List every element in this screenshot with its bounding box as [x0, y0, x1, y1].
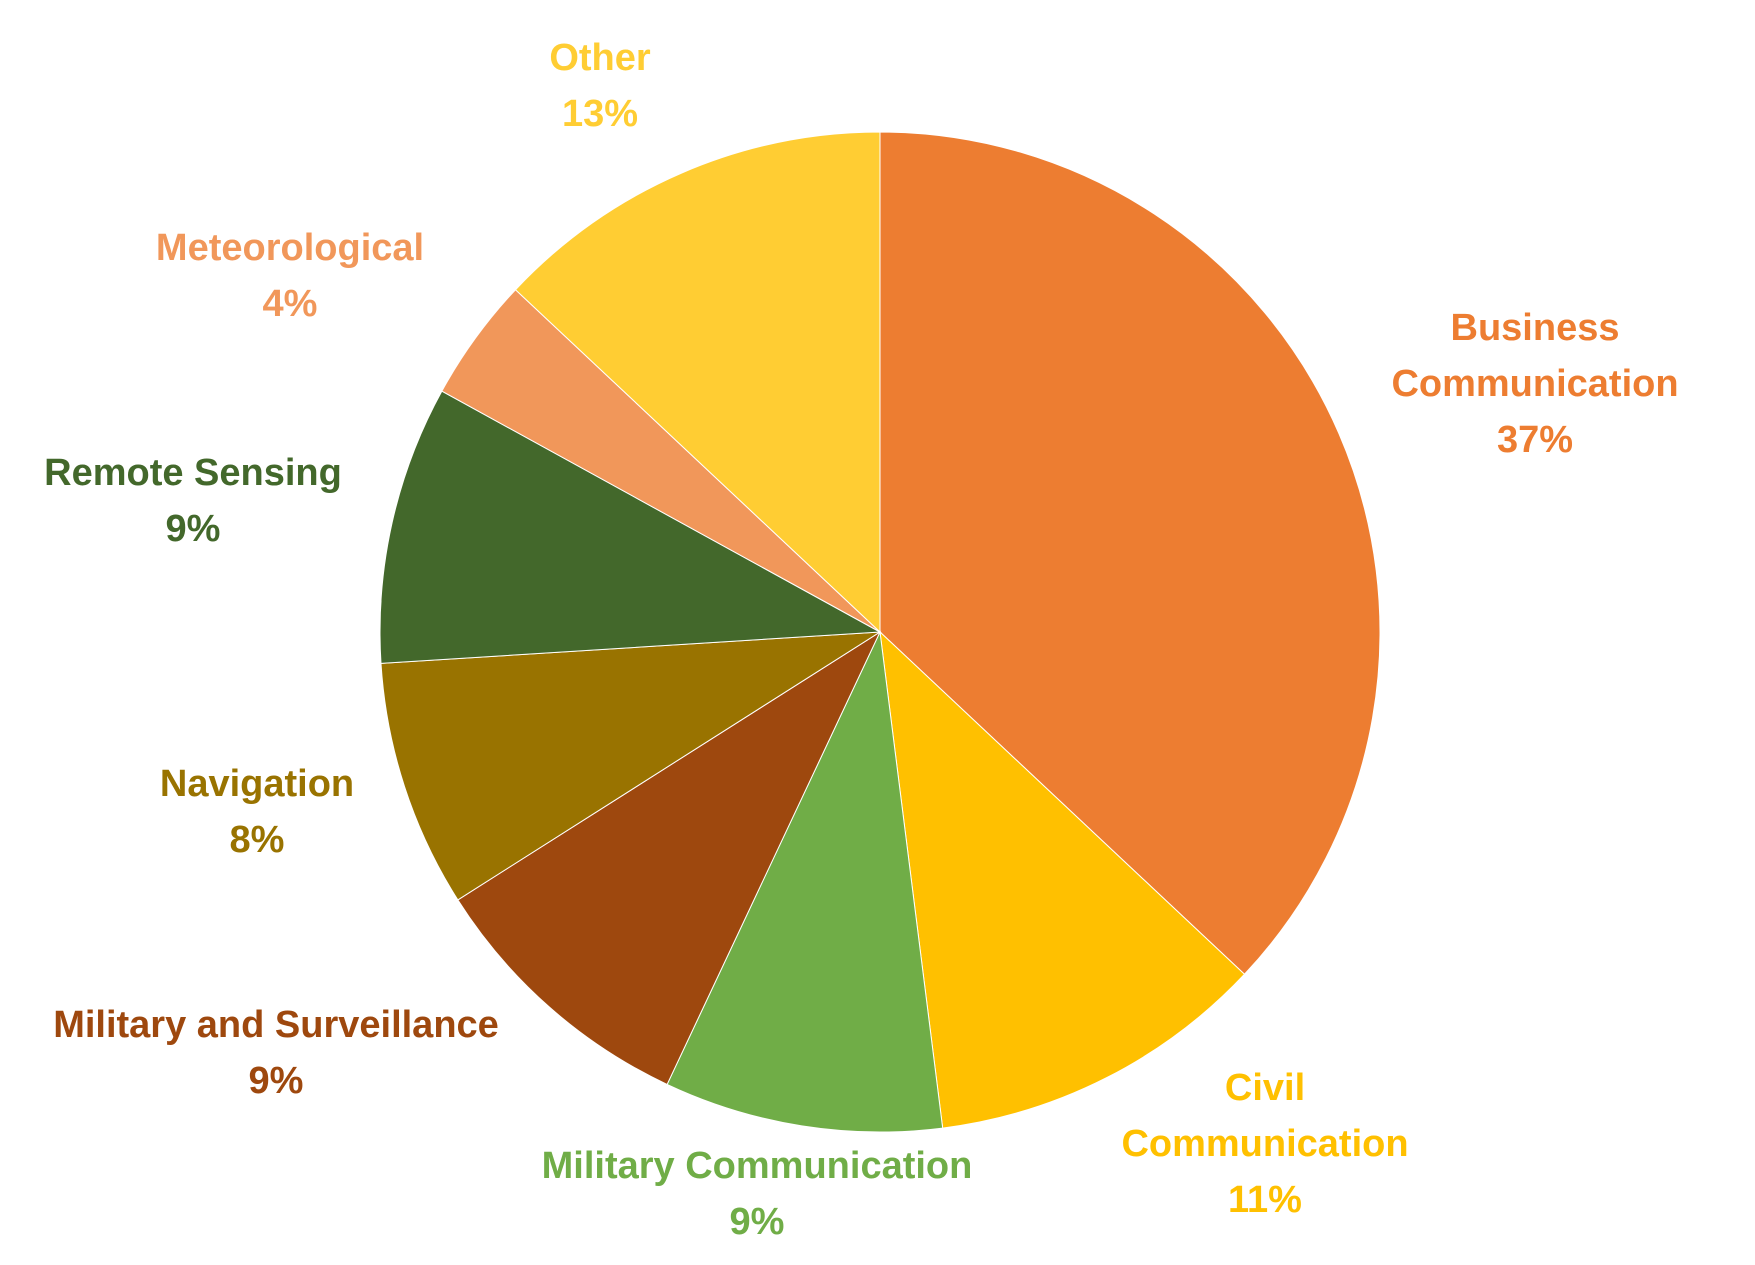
data-label-civil-communication: Civil Communication 11%	[1121, 1067, 1408, 1221]
data-label-value: 37%	[1497, 419, 1573, 461]
data-label-value: 9%	[249, 1060, 304, 1102]
data-label-category: Navigation	[160, 763, 354, 805]
data-label-remote-sensing: Remote Sensing 9%	[44, 452, 342, 550]
data-label-military-communication: Military Communication 9%	[542, 1145, 973, 1243]
pie-slice-remote-sensing	[379, 390, 882, 664]
pie-slice-military-and-surveillance	[457, 630, 882, 1086]
data-label-business-communication: Business Communication 37%	[1391, 307, 1678, 461]
pie-slices	[379, 131, 1381, 1133]
data-label-value: 9%	[166, 508, 221, 550]
data-label-category: Civil	[1225, 1067, 1305, 1109]
data-label-category: Military and Surveillance	[53, 1004, 499, 1046]
data-label-value: 9%	[730, 1201, 785, 1243]
data-label-category: Communication	[1121, 1123, 1408, 1165]
pie-slice-military-communication	[666, 630, 944, 1133]
data-label-category: Business	[1451, 307, 1620, 349]
data-label-value: 13%	[562, 93, 638, 135]
pie-slice-other	[514, 131, 881, 634]
data-label-meteorological: Meteorological 4%	[156, 227, 424, 325]
data-label-category: Military Communication	[542, 1145, 973, 1187]
data-label-military-and-surveillance: Military and Surveillance 9%	[53, 1004, 499, 1102]
data-label-category: Meteorological	[156, 227, 424, 269]
data-label-other: Other 13%	[549, 37, 651, 135]
pie-labels: Business Communication 37% Civil Communicati…	[44, 37, 1678, 1243]
data-label-value: 8%	[230, 819, 285, 861]
data-label-value: 4%	[263, 283, 318, 325]
pie-slice-civil-communication	[879, 630, 1246, 1129]
data-label-navigation: Navigation 8%	[160, 763, 354, 861]
pie-slice-business-communication	[879, 131, 1381, 975]
data-label-category: Other	[549, 37, 651, 79]
pie-slice-navigation	[380, 631, 881, 901]
data-label-category: Communication	[1391, 363, 1678, 405]
data-label-value: 11%	[1228, 1179, 1302, 1221]
data-label-category: Remote Sensing	[44, 452, 342, 494]
